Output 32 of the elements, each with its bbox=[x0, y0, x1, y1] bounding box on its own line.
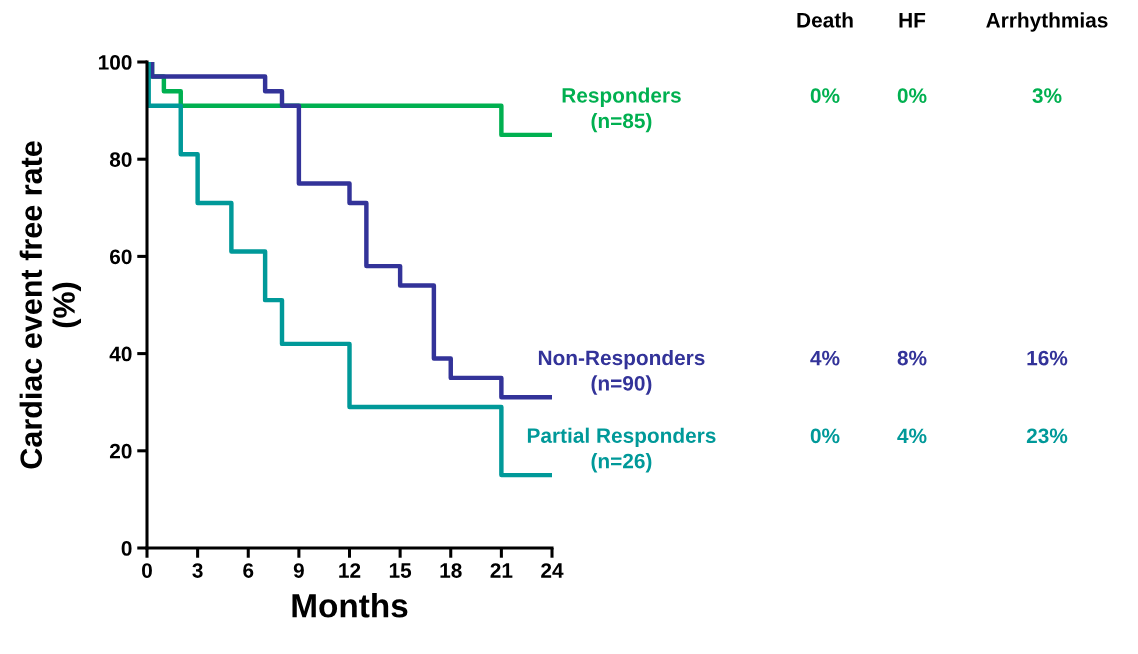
x-tick-label: 24 bbox=[541, 563, 564, 578]
x-tick-label: 18 bbox=[440, 563, 462, 578]
text: 8% bbox=[897, 350, 927, 366]
x-tick-label: 21 bbox=[490, 563, 513, 578]
x-axis-title: Months bbox=[292, 593, 408, 618]
y-tick-label: 100 bbox=[98, 55, 132, 70]
text: 16% bbox=[1027, 350, 1068, 366]
x-tick-label: 6 bbox=[243, 563, 254, 578]
text: 0% bbox=[810, 88, 840, 103]
y-tick-label: 60 bbox=[110, 249, 132, 265]
text: 0% bbox=[897, 88, 927, 103]
text: 3% bbox=[1032, 88, 1062, 104]
x-tick-label: 3 bbox=[192, 563, 203, 578]
text: 4% bbox=[810, 350, 840, 366]
x-tick-label: 15 bbox=[389, 563, 412, 578]
text: 4% bbox=[897, 428, 927, 444]
series-label: Non-Responders (n=90) bbox=[538, 349, 705, 395]
series-label: Partial Responders (n=26) bbox=[527, 427, 716, 473]
x-tick-label: 9 bbox=[293, 563, 304, 578]
x-tick-label: 12 bbox=[339, 563, 361, 578]
series-label: Responders (n=85) bbox=[562, 87, 681, 133]
y-tick-label: 40 bbox=[109, 346, 132, 362]
y-tick-label: 80 bbox=[109, 152, 132, 167]
text: HF bbox=[899, 13, 926, 28]
text: Arrhythmias bbox=[986, 12, 1108, 32]
text: Death bbox=[797, 12, 853, 28]
y-axis-title: Cardiac event free rate (%) bbox=[19, 141, 81, 469]
text: 0% bbox=[810, 428, 840, 444]
x-tick-label: 0 bbox=[142, 563, 152, 578]
y-tick-label: 0 bbox=[121, 541, 132, 556]
y-tick-label: 20 bbox=[109, 443, 132, 459]
text: 23% bbox=[1026, 428, 1068, 444]
